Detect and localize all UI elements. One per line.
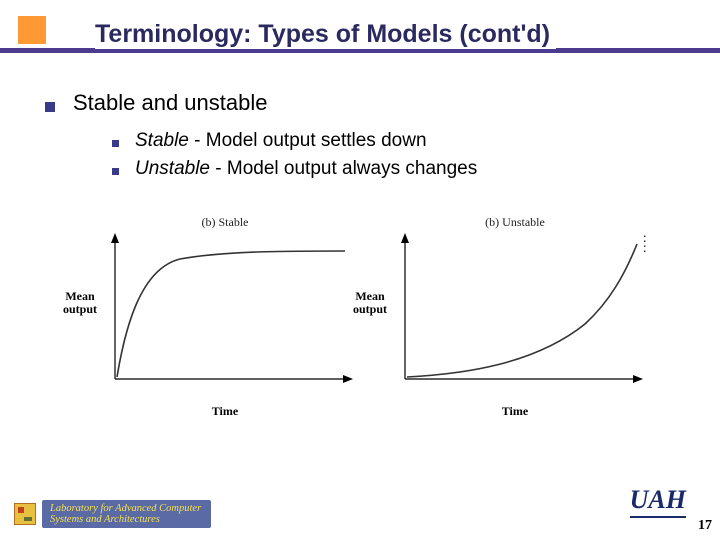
unstable-chart-caption: (b) Unstable [485,215,545,230]
term-desc: - Model output always changes [210,158,477,179]
lab-text: Laboratory for Advanced ComputerSystems … [42,500,211,528]
unstable-curve [407,244,637,377]
header-accent-block [18,16,46,44]
stable-chart: (b) Stable Meanoutput Time [95,215,355,415]
slide-title: Terminology: Types of Models (cont'd) [95,20,556,49]
y-axis-arrow-icon [401,233,409,243]
x-axis-arrow-icon [633,375,643,383]
term: Stable [135,130,189,151]
org-logo-text: UAH [630,485,686,518]
list-item: Unstable - Model output always changes [112,158,477,180]
footer: Laboratory for Advanced ComputerSystems … [0,488,720,540]
stable-chart-caption: (b) Stable [202,215,249,230]
y-axis-arrow-icon [111,233,119,243]
x-axis-label: Time [502,404,528,419]
sub-bullet-list: Stable - Model output settles down Unsta… [112,130,477,186]
lab-badge: Laboratory for Advanced ComputerSystems … [14,500,211,528]
x-axis-arrow-icon [343,375,353,383]
bullet-square-icon [45,102,55,112]
bullet-square-icon [112,168,119,175]
lab-icon [14,503,36,525]
page-number: 17 [698,518,712,534]
stable-curve [117,251,345,377]
list-item: Stable - Model output settles down [112,130,477,152]
bullet-square-icon [112,140,119,147]
unstable-chart-svg [385,229,645,399]
charts-area: (b) Stable Meanoutput Time (b) Unstable … [95,215,655,425]
x-axis-label: Time [212,404,238,419]
term-desc: - Model output settles down [189,130,427,151]
stable-chart-svg [95,229,355,399]
main-bullet-text: Stable and unstable [73,90,268,116]
term: Unstable [135,158,210,179]
main-bullet: Stable and unstable [45,90,268,116]
unstable-chart: (b) Unstable Meanoutput ···· Time [385,215,645,415]
